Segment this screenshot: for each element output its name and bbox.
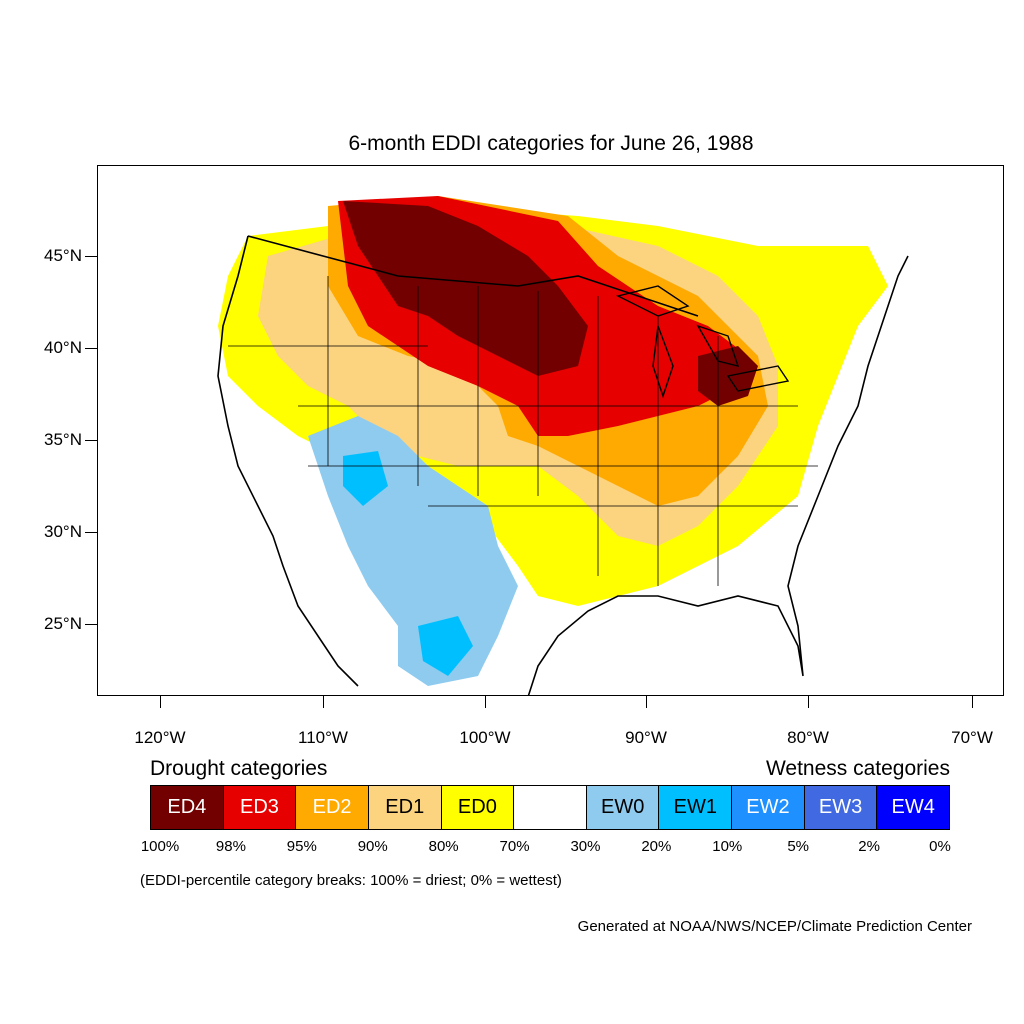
legend-break-label: 95% — [286, 838, 317, 855]
lon-tick — [485, 696, 486, 708]
lat-tick — [85, 256, 97, 257]
lon-label-80: 80°W — [787, 728, 829, 747]
eddi-map — [217, 196, 909, 695]
lat-tick — [85, 440, 97, 441]
lat-label-40: 40°N — [44, 338, 82, 357]
great-lakes — [615, 285, 790, 399]
drought-heading: Drought categories — [150, 757, 328, 780]
lat-label-35: 35°N — [44, 430, 82, 449]
lon-label-90: 90°W — [625, 728, 667, 747]
legend-swatch-ew1: EW1 — [659, 786, 733, 829]
lon-tick — [808, 696, 809, 708]
lat-tick — [85, 532, 97, 533]
lon-label-110: 110°W — [298, 728, 348, 747]
map-title: 6-month EDDI categories for June 26, 198… — [348, 132, 754, 155]
ed4-region — [343, 201, 588, 376]
category-note: (EDDI-percentile category breaks: 100% =… — [140, 872, 562, 889]
legend-swatch-ed0: ED0 — [441, 786, 515, 829]
legend-swatch-ed2: ED2 — [296, 786, 369, 829]
lat-label-30: 30°N — [44, 522, 82, 541]
legend-swatch-ew2: EW2 — [732, 786, 805, 829]
lon-tick — [323, 696, 324, 708]
credit-line: Generated at NOAA/NWS/NCEP/Climate Predi… — [577, 918, 972, 935]
legend-swatch-ed3: ED3 — [223, 786, 297, 829]
lon-tick — [972, 696, 973, 708]
legend-break-label: 70% — [499, 838, 530, 855]
legend-break-label: 80% — [428, 838, 459, 855]
category-legend: ED4 ED3 ED2 ED1 ED0 EW0 EW1 EW2 EW3 EW4 — [150, 785, 950, 830]
legend-break-label: 90% — [357, 838, 388, 855]
legend-swatch-ew3: EW3 — [804, 786, 878, 829]
lat-tick — [85, 624, 97, 625]
state-borders — [228, 276, 818, 586]
legend-break-label: 20% — [641, 838, 672, 855]
category-fields — [218, 196, 888, 686]
map-panel — [97, 165, 1004, 696]
lon-tick — [646, 696, 647, 708]
lat-tick — [85, 348, 97, 349]
ew1-region — [343, 451, 388, 506]
legend-break-label: 2% — [858, 838, 880, 855]
lon-label-100: 100°W — [459, 728, 511, 747]
wetness-heading: Wetness categories — [765, 757, 950, 780]
legend-break-label: 0% — [929, 838, 951, 855]
legend-break-label: 98% — [215, 838, 246, 855]
lat-label-25: 25°N — [44, 614, 82, 633]
us-outline — [217, 235, 909, 695]
legend-break-label: 5% — [787, 838, 810, 855]
legend-swatch-ed1: ED1 — [368, 786, 442, 829]
legend-swatch-ed4: ED4 — [151, 786, 224, 829]
legend-break-label: 30% — [570, 838, 601, 855]
lon-tick — [160, 696, 161, 708]
legend-swatch-ew0: EW0 — [586, 786, 660, 829]
ew1-region-2 — [418, 616, 473, 676]
legend-break-label: 100% — [140, 838, 180, 855]
coastlines — [217, 235, 909, 695]
canada-border — [247, 235, 699, 317]
lon-label-120: 120°W — [134, 728, 186, 747]
legend-break-label: 10% — [712, 838, 743, 855]
lat-label-45: 45°N — [44, 246, 82, 265]
lon-label-70: 70°W — [951, 728, 993, 747]
legend-swatch-neutral — [514, 786, 587, 829]
legend-swatch-ew4: EW4 — [877, 786, 950, 829]
